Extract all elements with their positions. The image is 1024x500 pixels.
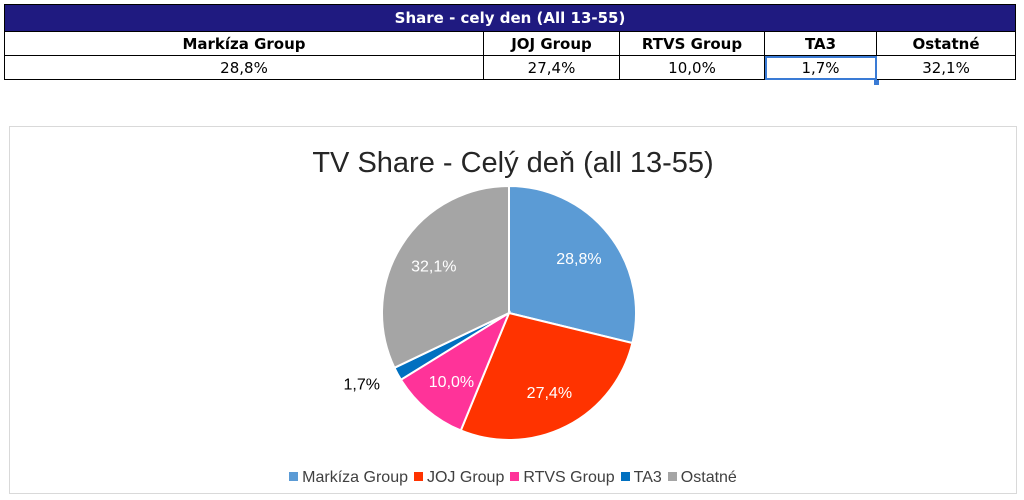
selection-fill-handle[interactable] [874,80,879,85]
pie-slice-rtvs[interactable] [399,310,512,432]
cell-joj[interactable]: 27,4% [483,55,620,80]
legend-swatch-rtvs [510,472,520,482]
cell-markiza[interactable]: 28,8% [4,55,484,80]
data-label-joj: 27,4% [527,385,572,402]
legend-label-markiza: Markíza Group [302,469,408,486]
legend-swatch-joj [413,472,423,482]
chart-legend: Markíza Group JOJ Group RTVS Group TA3 Ostat… [10,469,1016,487]
legend-label-ta3: TA3 [633,469,662,486]
cell-ostatne[interactable]: 32,1% [875,55,1017,80]
header-ta3[interactable]: TA3 [764,31,877,56]
header-rtvs[interactable]: RTVS Group [619,31,765,56]
legend-swatch-ta3 [620,472,630,482]
share-table: Share - cely den (All 13-55) Markíza Gro… [3,4,1017,80]
data-label-rtvs: 10,0% [429,374,474,391]
legend-label-ostatne: Ostatné [680,469,737,486]
pie-slice-joj[interactable] [459,311,634,441]
cell-rtvs[interactable]: 10,0% [619,55,765,80]
pie-chart[interactable]: TV Share - Celý deň (all 13-55) 28,8% 27,… [9,126,1017,494]
legend-item-markiza[interactable]: Markíza Group [289,469,408,487]
pie-slice-ostatne[interactable] [381,184,510,370]
pie-chart-svg: 28,8% 27,4% 10,0% 1,7% 32,1% [343,184,637,441]
table-title: Share - cely den (All 13-55) [3,4,1017,32]
data-label-ostatne: 32,1% [411,259,456,276]
data-label-markiza: 28,8% [556,251,601,268]
data-label-ta3: 1,7% [343,376,379,393]
header-ostatne[interactable]: Ostatné [875,31,1017,56]
table-title-row: Share - cely den (All 13-55) [3,4,1017,32]
legend-label-rtvs: RTVS Group [523,469,615,486]
legend-swatch-ostatne [667,472,677,482]
legend-swatch-markiza [289,472,299,482]
table-header-row: Markíza Group JOJ Group RTVS Group TA3 O… [4,31,1017,56]
cell-ta3-selected[interactable]: 1,7% [764,55,877,80]
header-markiza[interactable]: Markíza Group [4,31,484,56]
table-row: 28,8% 27,4% 10,0% 1,7% 32,1% [4,55,1017,80]
legend-item-ostatne[interactable]: Ostatné [667,469,737,487]
legend-item-ta3[interactable]: TA3 [620,469,662,487]
legend-label-joj: JOJ Group [426,469,505,486]
legend-item-rtvs[interactable]: RTVS Group [510,469,615,487]
chart-title: TV Share - Celý deň (all 13-55) [312,147,714,179]
pie-slice-markiza[interactable] [508,184,637,345]
legend-item-joj[interactable]: JOJ Group [413,469,505,487]
header-joj[interactable]: JOJ Group [483,31,620,56]
